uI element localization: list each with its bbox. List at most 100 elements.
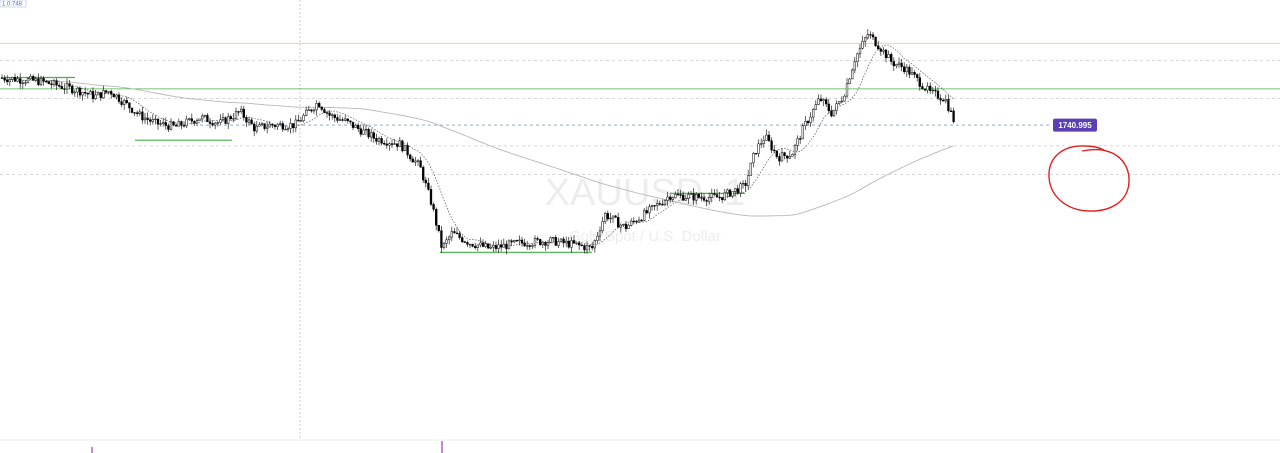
candle-body (754, 153, 758, 155)
candle-body (286, 128, 290, 130)
candle-body (242, 108, 245, 118)
candle-body (682, 194, 685, 201)
candle-body (424, 179, 427, 184)
candle (91, 87, 95, 103)
candle-body (851, 69, 854, 80)
candle (78, 86, 82, 99)
candle (448, 235, 451, 245)
candle (390, 139, 394, 149)
candle (364, 124, 368, 136)
candle (614, 214, 617, 218)
candle (507, 239, 511, 250)
candle (32, 74, 35, 82)
candle (323, 107, 326, 114)
candle-body (263, 123, 266, 129)
candle-body (24, 82, 27, 84)
candle (643, 208, 646, 222)
candle-body (84, 92, 87, 94)
candle (479, 237, 482, 248)
candle (255, 120, 258, 134)
candle-body (188, 118, 191, 120)
candle (653, 205, 656, 211)
candle (554, 234, 557, 247)
candle (71, 84, 74, 96)
candle (240, 105, 243, 114)
candle-body (658, 203, 661, 205)
candle (624, 220, 628, 232)
candle (944, 94, 947, 104)
candle-body (871, 34, 875, 38)
candle (19, 73, 22, 89)
candle (216, 121, 219, 127)
candle (921, 82, 924, 90)
candle (773, 144, 776, 154)
candle-body (741, 182, 745, 185)
candle (52, 78, 56, 88)
candle (29, 73, 32, 81)
candle-body (86, 92, 89, 95)
candle (853, 56, 856, 74)
candle (848, 78, 851, 85)
candle (502, 238, 505, 248)
candle (520, 236, 524, 247)
candle (299, 117, 303, 122)
annotation-circle (1048, 145, 1130, 212)
candle (780, 148, 784, 162)
candle (65, 78, 69, 94)
candle-body (91, 91, 95, 99)
corner-tag (0, 0, 27, 8)
candle (861, 35, 864, 50)
candle-body (814, 104, 817, 110)
candle-body (123, 100, 126, 105)
candle-body (414, 160, 417, 163)
candle (130, 107, 134, 114)
candle (351, 121, 355, 131)
candle-body (8, 78, 11, 83)
candle-body (372, 132, 375, 139)
candle-body (364, 128, 368, 131)
candle (484, 240, 487, 248)
candle (892, 57, 895, 72)
candle (890, 52, 893, 65)
candle (149, 116, 152, 126)
candle (897, 57, 901, 68)
candle-body (559, 238, 563, 242)
candle-body (221, 117, 225, 120)
candle (380, 135, 383, 146)
candle (357, 122, 360, 132)
candle (749, 162, 752, 176)
fast-moving-average-line (1, 44, 954, 247)
candle (830, 105, 833, 118)
candle (718, 191, 721, 202)
candle (55, 78, 58, 91)
candle (341, 117, 344, 122)
candle-body (73, 91, 76, 94)
candle (487, 243, 490, 249)
candle (89, 89, 92, 95)
candle-body (99, 92, 102, 99)
candle-body (245, 117, 248, 123)
candle (908, 64, 911, 78)
candle (221, 113, 225, 122)
candle-body (52, 80, 56, 85)
candle-body (97, 92, 100, 96)
candle-body (744, 182, 747, 187)
candle (388, 142, 391, 151)
candle (312, 108, 316, 114)
current-price-badge (1053, 118, 1097, 132)
candle-body (708, 197, 711, 202)
candle-body (419, 160, 422, 168)
candle (393, 138, 396, 145)
candle (453, 228, 456, 234)
candle (227, 113, 230, 129)
candle (229, 114, 232, 121)
candle-body (692, 193, 695, 201)
candle-body (177, 121, 180, 127)
candle-body (900, 62, 903, 67)
candle (819, 94, 823, 103)
candle (195, 118, 199, 126)
candle-body (149, 119, 152, 122)
candle-body (715, 194, 719, 198)
candle (242, 105, 245, 121)
